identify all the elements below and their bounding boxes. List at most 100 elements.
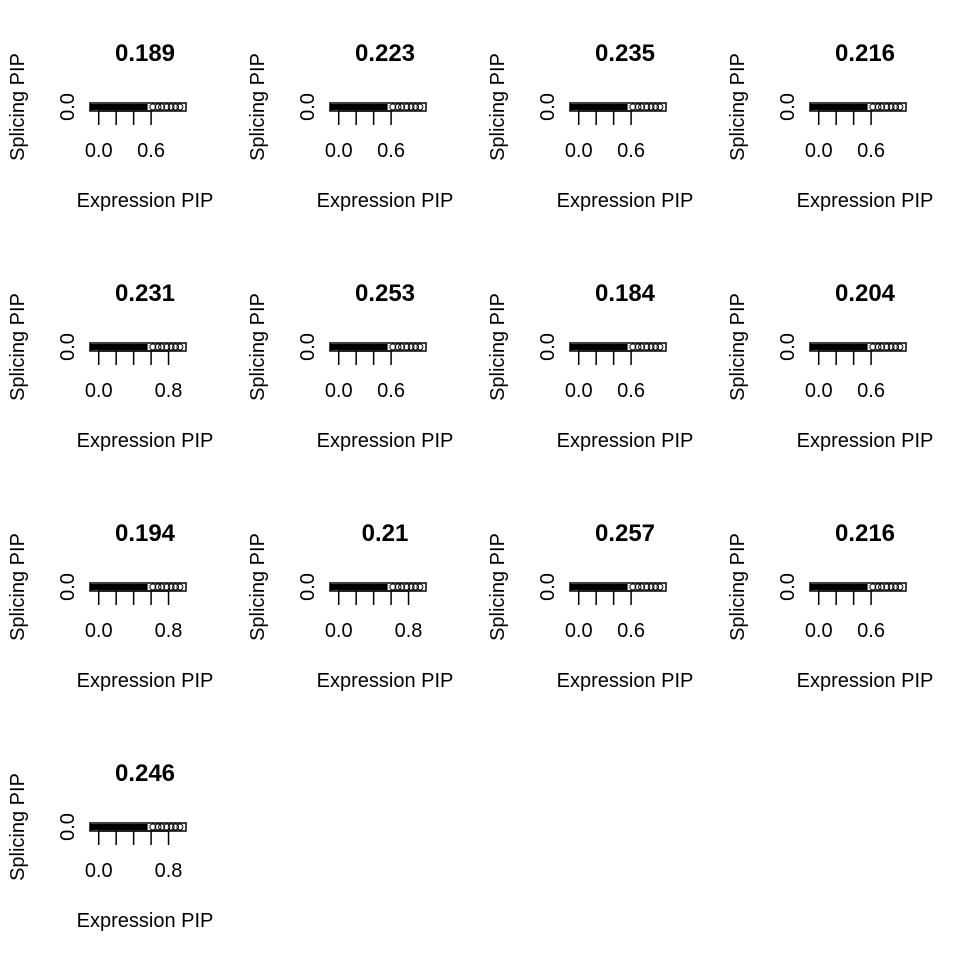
data-point — [149, 583, 157, 591]
chart-panel: 0.184 Splicing PIP 0.0 0.0 0.6 Expression PIP — [487, 280, 693, 452]
data-point — [869, 583, 877, 591]
points-band — [90, 584, 148, 590]
points-band — [810, 344, 868, 350]
data-point — [887, 583, 895, 591]
chart-panel: 0.204 Splicing PIP 0.0 0.0 0.6 Expression PIP — [727, 280, 933, 452]
panel-title: 0.216 — [835, 40, 895, 67]
x-tick-label: 0.6 — [857, 380, 885, 402]
x-tick-label: 0.0 — [565, 620, 593, 642]
data-point — [629, 103, 637, 111]
chart-panel: 0.21 Splicing PIP 0.0 0.0 0.8 Expression PIP — [247, 520, 453, 692]
data-point — [643, 103, 651, 111]
chart-panel: 0.189 Splicing PIP 0.0 0.0 0.6 Expression PIP — [7, 40, 213, 212]
data-point — [878, 583, 886, 591]
data-point — [638, 103, 646, 111]
data-point — [403, 103, 411, 111]
data-point — [638, 343, 646, 351]
data-point — [883, 343, 891, 351]
x-tick-label: 0.8 — [155, 620, 183, 642]
x-axis-label: Expression PIP — [797, 670, 934, 692]
data-point — [634, 583, 642, 591]
data-point — [629, 343, 637, 351]
data-point — [869, 343, 877, 351]
data-point — [403, 343, 411, 351]
x-tick-label: 0.0 — [565, 140, 593, 162]
x-tick-label: 0.0 — [85, 140, 113, 162]
data-point — [389, 343, 397, 351]
data-point — [656, 103, 664, 111]
data-point — [647, 103, 655, 111]
x-tick-label: 0.0 — [85, 380, 113, 402]
y-axis-label: Splicing PIP — [247, 53, 269, 161]
y-axis-label: Splicing PIP — [727, 53, 749, 161]
data-point — [167, 103, 175, 111]
data-point — [407, 103, 415, 111]
y-tick-label: 0.0 — [57, 573, 79, 601]
points-band — [570, 344, 628, 350]
data-point — [394, 103, 402, 111]
data-point — [892, 343, 900, 351]
data-point — [149, 343, 157, 351]
data-point — [652, 103, 660, 111]
y-axis-label: Splicing PIP — [7, 293, 29, 401]
y-tick-label: 0.0 — [297, 333, 319, 361]
data-point — [158, 583, 166, 591]
panel-title: 0.235 — [595, 40, 655, 67]
data-point — [158, 823, 166, 831]
y-tick-label: 0.0 — [777, 573, 799, 601]
panel-title: 0.246 — [115, 760, 175, 787]
data-point — [163, 103, 171, 111]
data-point — [629, 583, 637, 591]
data-point — [656, 343, 664, 351]
data-point — [172, 823, 180, 831]
points-band — [330, 104, 388, 110]
data-point — [896, 343, 904, 351]
data-point — [416, 343, 424, 351]
x-axis-label: Expression PIP — [797, 190, 934, 212]
data-point — [398, 583, 406, 591]
data-point — [647, 343, 655, 351]
y-axis-label: Splicing PIP — [7, 533, 29, 641]
data-point — [398, 343, 406, 351]
points-band — [330, 584, 388, 590]
x-tick-label: 0.0 — [85, 620, 113, 642]
y-tick-label: 0.0 — [57, 333, 79, 361]
x-tick-label: 0.6 — [377, 380, 405, 402]
y-axis-label: Splicing PIP — [487, 53, 509, 161]
data-point — [154, 583, 162, 591]
data-point — [163, 823, 171, 831]
x-tick-label: 0.6 — [857, 140, 885, 162]
chart-panel: 0.231 Splicing PIP 0.0 0.0 0.8 Expression PIP — [7, 280, 213, 452]
y-axis-label: Splicing PIP — [247, 293, 269, 401]
x-axis-label: Expression PIP — [557, 670, 694, 692]
x-tick-label: 0.0 — [325, 620, 353, 642]
x-axis-label: Expression PIP — [317, 670, 454, 692]
data-point — [643, 343, 651, 351]
data-point — [892, 103, 900, 111]
x-tick-label: 0.0 — [565, 380, 593, 402]
x-axis-label: Expression PIP — [77, 670, 214, 692]
x-axis-label: Expression PIP — [557, 190, 694, 212]
y-axis-label: Splicing PIP — [487, 293, 509, 401]
y-axis-label: Splicing PIP — [7, 773, 29, 881]
panel-title: 0.223 — [355, 40, 415, 67]
chart-panel: 0.216 Splicing PIP 0.0 0.0 0.6 Expression PIP — [727, 520, 933, 692]
data-point — [896, 103, 904, 111]
panel-title: 0.231 — [115, 280, 175, 307]
x-tick-label: 0.6 — [377, 140, 405, 162]
x-axis-label: Expression PIP — [557, 430, 694, 452]
data-point — [869, 103, 877, 111]
y-axis-label: Splicing PIP — [727, 533, 749, 641]
points-band — [90, 344, 148, 350]
points-band — [570, 584, 628, 590]
panel-title: 0.194 — [115, 520, 176, 547]
data-point — [154, 823, 162, 831]
x-axis-label: Expression PIP — [317, 430, 454, 452]
y-axis-label: Splicing PIP — [487, 533, 509, 641]
data-point — [176, 823, 184, 831]
data-point — [412, 583, 420, 591]
y-tick-label: 0.0 — [297, 573, 319, 601]
y-tick-label: 0.0 — [57, 93, 79, 121]
chart-panel: 0.235 Splicing PIP 0.0 0.0 0.6 Expression PIP — [487, 40, 693, 212]
